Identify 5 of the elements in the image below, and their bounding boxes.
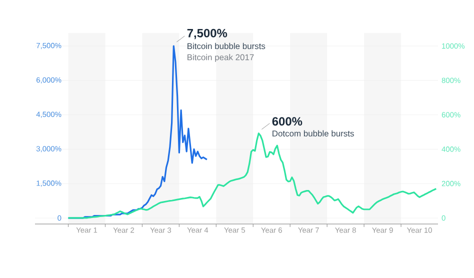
annotation: Dotcom bubble bursts <box>272 130 354 136</box>
annotation: Bitcoin peak 2017 <box>188 54 254 62</box>
text: 7,500% <box>187 28 228 40</box>
annotation: 600% <box>272 117 302 126</box>
annotation: Bitcoin bubble bursts <box>188 42 266 50</box>
